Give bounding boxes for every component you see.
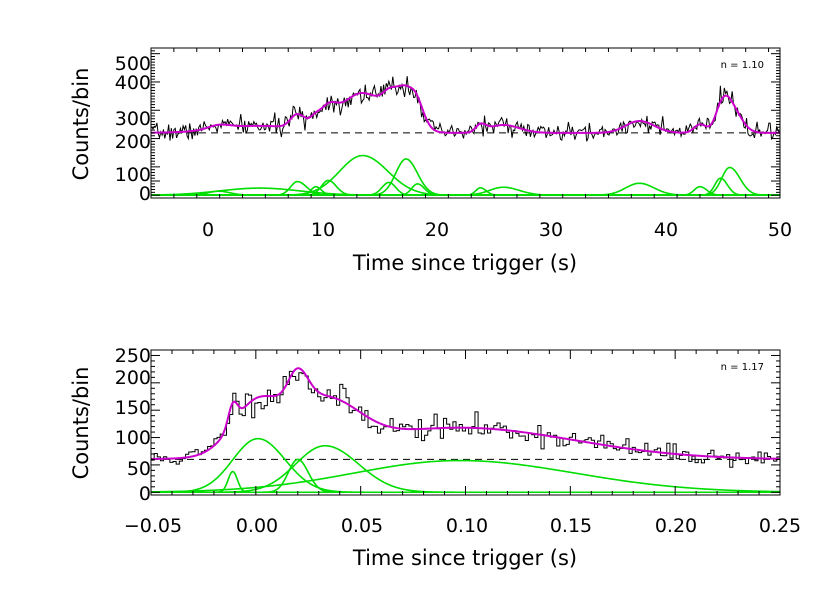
p2-xtick-label-015: 0.15	[550, 515, 592, 537]
p2-plot-area	[151, 367, 780, 494]
p1-yaxis-title: Counts/bin	[69, 68, 93, 181]
p1-pulse-component-14	[151, 177, 780, 196]
p2-xtick-label-010: 0.10	[446, 515, 488, 537]
p1-pulse-component-15	[151, 166, 780, 196]
p1-plot-area	[151, 76, 780, 196]
p1-axes-frame	[150, 47, 781, 199]
p2-model-fit	[151, 367, 780, 461]
p2-xtick-label-005: 0.05	[341, 515, 383, 537]
p2-xtick-label-m005: −0.05	[124, 515, 182, 537]
panel-2: 0 50 100 150 200 250 −0.05 0.00 0.05 0.1…	[69, 345, 801, 570]
p2-pulse-component-2	[151, 437, 780, 494]
p1-xtick-label-50: 50	[768, 219, 792, 241]
p1-xtick-label-0: 0	[202, 219, 214, 241]
p1-xtick-label-40: 40	[654, 219, 678, 241]
p1-xtick-label-30: 30	[539, 219, 563, 241]
p1-pulse-component-9	[151, 183, 780, 196]
p2-ytick-label-200: 200	[115, 367, 151, 389]
p1-model-fit	[151, 84, 780, 134]
p1-ytick-label-0: 0	[139, 183, 151, 205]
p2-xtick-label-025: 0.25	[759, 515, 801, 537]
p1-ytick-label-200: 200	[115, 131, 151, 153]
p1-ytick-label-500: 500	[115, 53, 151, 75]
p2-ytick-label-100: 100	[115, 427, 151, 449]
p1-xaxis-title: Time since trigger (s)	[352, 251, 577, 275]
p1-xtick-label-20: 20	[425, 219, 449, 241]
p2-axes-frame	[150, 349, 781, 496]
p1-ytick-label-400: 400	[115, 72, 151, 94]
p2-xaxis-title: Time since trigger (s)	[352, 546, 577, 570]
p2-ytick-label-50: 50	[127, 458, 151, 480]
p2-yaxis-title: Counts/bin	[69, 367, 93, 480]
p2-observed-counts	[151, 370, 780, 468]
p2-ytick-label-250: 250	[115, 345, 151, 367]
p2-ytick-label-0: 0	[139, 483, 151, 505]
p2-xtick-label-020: 0.20	[655, 515, 697, 537]
p1-annotation: n = 1.10	[721, 60, 764, 71]
p2-xtick-label-000: 0.00	[236, 515, 278, 537]
p2-annotation: n = 1.17	[721, 362, 764, 373]
panel-1: 0 100 200 300 400 500 0 10 20 30 40 50 T…	[69, 47, 792, 275]
p1-ytick-label-100: 100	[115, 164, 151, 186]
p1-xtick-label-10: 10	[311, 219, 335, 241]
p2-ytick-label-150: 150	[115, 397, 151, 419]
p2-pulse-component-4	[151, 444, 780, 494]
p1-ytick-label-300: 300	[115, 108, 151, 130]
p1-pulse-component-8	[151, 158, 780, 196]
